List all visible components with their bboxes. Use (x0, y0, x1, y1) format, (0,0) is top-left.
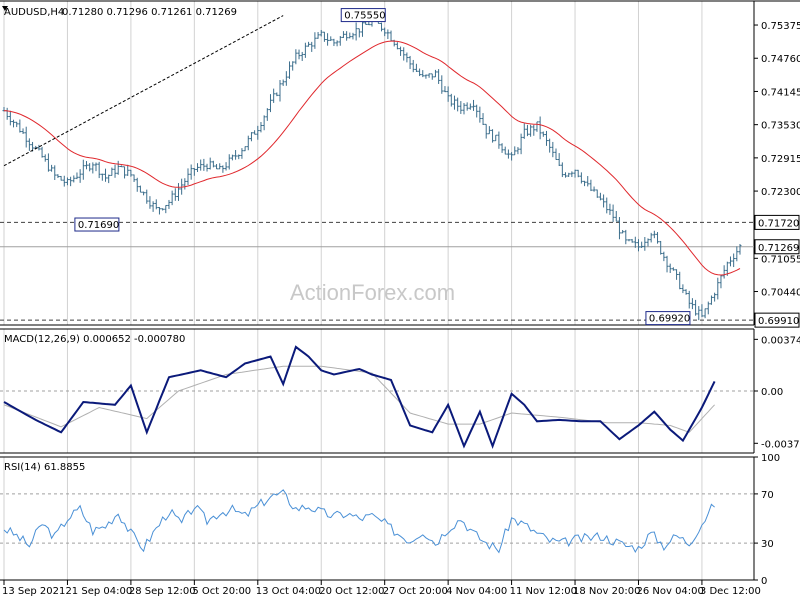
rsi-y-tick-label: 70 (761, 490, 774, 501)
symbol-label: AUDUSD,H4 (4, 7, 64, 18)
rsi-y-tick-label: 100 (761, 453, 780, 464)
trendline (3, 15, 284, 167)
macd-panel: MACD(12,26,9) 0.000652 -0.000780 0.00374… (0, 328, 800, 454)
x-tick-label: 28 Sep 12:00 (129, 586, 196, 597)
annotation-box (340, 8, 386, 23)
level-tag-label: 0.69910 (758, 316, 799, 327)
rsi-line (3, 489, 715, 554)
y-tick-label: 0.72300 (761, 187, 800, 198)
x-tick-label: 13 Sep 2021 (2, 586, 65, 597)
annotation-label: 0.75550 (344, 11, 385, 22)
y-tick-label: 0.72915 (761, 154, 800, 165)
chevron-down-icon[interactable] (2, 6, 8, 11)
annotation-label: 0.71690 (78, 220, 119, 231)
level-tag-label: 0.71269 (758, 243, 799, 254)
annotation-box (645, 311, 691, 326)
rsi-y-tick-label: 0 (761, 576, 767, 587)
annotation-label: 0.69920 (649, 314, 690, 325)
macd-y-tick-label: -0.003796 (761, 439, 800, 450)
x-tick-label: 11 Nov 12:00 (510, 586, 577, 597)
y-tick-label: 0.74145 (761, 87, 800, 98)
y-tick-label: 0.74760 (761, 54, 800, 65)
x-tick-label: 5 Oct 20:00 (192, 586, 251, 597)
x-tick-label: 27 Oct 20:00 (383, 586, 448, 597)
level-tag-label: 0.71720 (758, 218, 799, 229)
y-tick-label: 0.70440 (761, 288, 800, 299)
x-tick-label: 4 Nov 04:00 (446, 586, 507, 597)
x-tick-label: 13 Oct 04:00 (256, 586, 321, 597)
x-tick-label: 20 Oct 12:00 (319, 586, 384, 597)
macd-title: MACD(12,26,9) 0.000652 -0.000780 (4, 334, 185, 345)
watermark: ActionForex.com (290, 280, 455, 305)
y-tick-label: 0.71055 (761, 254, 800, 265)
level-tag (754, 214, 800, 230)
x-tick-label: 21 Sep 04:00 (65, 586, 132, 597)
level-tag (754, 312, 800, 328)
ohlc-readout: 0.71280 0.71296 0.71261 0.71269 (62, 7, 237, 18)
moving-average-line (3, 40, 741, 276)
x-tick-label: 18 Nov 20:00 (573, 586, 640, 597)
x-tick-label: 3 Dec 12:00 (700, 586, 761, 597)
annotation-box (74, 217, 120, 232)
y-tick-label: 0.75375 (761, 21, 800, 32)
price-panel: AUDUSD,H4 0.71280 0.71296 0.71261 0.7126… (0, 0, 800, 328)
macd-y-tick-label: 0.003749 (761, 335, 800, 346)
rsi-panel: RSI(14) 61.8855 100 70 30 0 (0, 453, 780, 587)
rsi-y-tick-label: 30 (761, 539, 774, 550)
macd-line (3, 345, 716, 450)
macd-signal-line (3, 365, 715, 433)
rsi-title: RSI(14) 61.8855 (4, 462, 85, 473)
level-tag (754, 239, 800, 255)
x-tick-label: 26 Nov 04:00 (636, 586, 703, 597)
macd-y-tick-label: 0.00 (761, 387, 783, 398)
y-tick-label: 0.73530 (761, 121, 800, 132)
